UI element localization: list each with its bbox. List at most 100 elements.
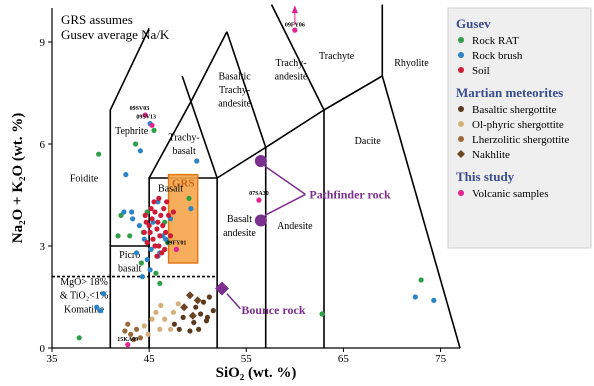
field-label: Komatiite (64, 304, 105, 315)
data-point (185, 291, 194, 300)
point-label: 07SA30 (249, 191, 269, 197)
y-tick-label: 9 (40, 37, 46, 49)
x-axis-title: SiO₂ (wt. %) (216, 365, 297, 381)
data-point (141, 236, 147, 242)
data-point (158, 212, 164, 218)
data-point (151, 199, 157, 205)
data-point (118, 212, 124, 218)
legend-marker (458, 37, 464, 43)
x-tick-label: 65 (338, 353, 350, 365)
legend-box (447, 7, 592, 249)
data-points (76, 27, 437, 348)
field-label: Rhyolite (394, 58, 429, 69)
data-point (143, 219, 149, 225)
data-point (76, 335, 82, 341)
data-point (152, 209, 158, 215)
legend-marker (458, 136, 464, 142)
annotation-label: Pathfinder rock (309, 187, 391, 201)
legend-item-label: Nakhlite (472, 149, 510, 161)
legend-section-title: Martian meteorites (456, 85, 563, 100)
legend-item-label: Soil (472, 65, 490, 77)
series-rock-brush (94, 121, 437, 314)
data-point (155, 219, 161, 225)
field-label: Basalt (227, 214, 252, 225)
data-point (100, 291, 107, 297)
data-point (154, 253, 160, 259)
data-point (129, 209, 135, 215)
data-point (204, 314, 211, 320)
grs-region (167, 173, 199, 264)
data-point (210, 308, 216, 314)
legend-item-label: Volcanic samples (472, 188, 548, 200)
highlight-point (215, 281, 229, 296)
data-point (196, 326, 202, 332)
field-boundary (216, 145, 267, 348)
data-point (206, 294, 212, 300)
data-point (122, 328, 128, 334)
field-label: Trachy- (219, 85, 250, 96)
data-point (171, 321, 177, 327)
data-point (173, 246, 179, 252)
data-point (153, 309, 159, 315)
data-point (137, 148, 143, 154)
legend-marker (458, 121, 464, 127)
legend-marker (457, 150, 465, 158)
series-ol-phyric-shergottite (141, 301, 181, 337)
series-volcanic-samples (125, 27, 298, 348)
data-point (142, 112, 148, 118)
point-label: 15KA09 (117, 337, 138, 343)
data-point (94, 304, 100, 310)
data-point (180, 314, 186, 320)
field-label: & TiO₂<1% (60, 291, 108, 302)
field-label: andesite (223, 228, 256, 239)
field-boundary (381, 75, 461, 349)
legend-marker (458, 106, 464, 112)
data-point (123, 172, 129, 178)
legend-marker (458, 52, 464, 58)
field-label: Basaltic (219, 71, 252, 82)
data-point (193, 296, 202, 305)
highlight-point (254, 155, 267, 167)
field-label: andesite (275, 71, 308, 82)
data-point (133, 326, 140, 332)
field-label: Trachy- (168, 133, 199, 144)
data-point (132, 141, 139, 147)
data-point (125, 321, 131, 327)
field-label: Dacite (355, 136, 382, 147)
note-text: Gusev average Na/K (61, 27, 170, 42)
field-boundary (148, 31, 228, 179)
data-point (152, 243, 158, 249)
data-point (96, 151, 102, 157)
data-point (131, 336, 137, 343)
data-point (158, 302, 164, 309)
series-soil (141, 195, 177, 259)
data-point (162, 316, 168, 322)
data-point (147, 267, 153, 273)
y-tick-label: 6 (40, 139, 46, 151)
data-point (180, 303, 189, 312)
field-label: basalt (172, 146, 196, 157)
field-boundary (181, 75, 218, 179)
data-point (191, 319, 197, 326)
x-tick-label: 75 (435, 353, 447, 365)
y-tick-label: 3 (40, 241, 46, 253)
data-point (167, 326, 174, 332)
data-point (147, 229, 153, 235)
data-point (175, 301, 181, 307)
data-point (188, 311, 197, 320)
data-point (188, 206, 194, 212)
legend-item-label: Rock brush (472, 50, 523, 62)
data-point (157, 280, 163, 286)
field-boundary (323, 75, 383, 111)
data-point (170, 309, 177, 315)
field-label: Foidite (70, 173, 99, 184)
field-label: MgO> 18% (60, 277, 108, 288)
data-point (146, 223, 152, 229)
legend-marker (458, 67, 464, 73)
data-point (153, 270, 159, 276)
data-point (186, 195, 192, 201)
data-point (292, 27, 298, 33)
grs-box: GRS (167, 173, 199, 264)
